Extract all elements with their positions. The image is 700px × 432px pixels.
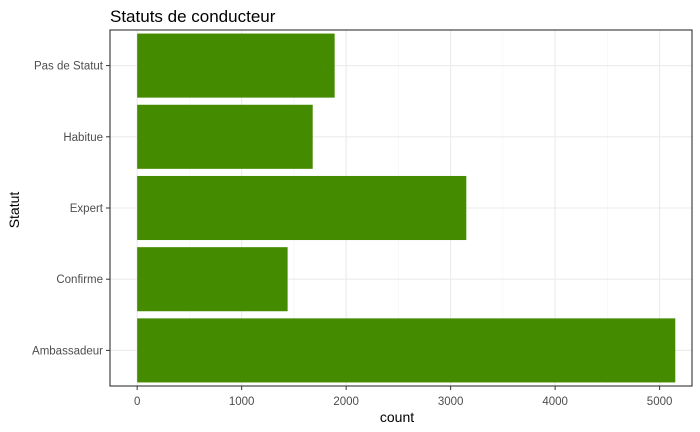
x-tick-labels: 0 1000 2000 3000 4000 5000	[134, 396, 672, 408]
chart-title: Statuts de conducteur	[110, 7, 276, 26]
bars	[137, 33, 676, 383]
x-tick-label: 5000	[647, 396, 673, 408]
y-tick-labels: Pas de Statut Habitue Expert Confirme Ambass…	[32, 61, 104, 358]
axis-ticks	[106, 65, 661, 390]
bar	[137, 175, 467, 241]
y-tick-label: Ambassadeur	[32, 345, 103, 357]
y-tick-label: Confirme	[56, 274, 103, 286]
y-tick-label: Habitue	[63, 132, 103, 144]
x-tick-label: 2000	[333, 396, 359, 408]
x-tick-label: 0	[134, 396, 140, 408]
y-tick-label: Pas de Statut	[34, 61, 104, 73]
x-axis-title: count	[380, 409, 414, 425]
bar	[137, 247, 288, 312]
y-tick-label: Expert	[70, 203, 104, 215]
x-tick-label: 4000	[542, 396, 568, 408]
bar	[137, 318, 676, 383]
x-tick-label: 3000	[438, 396, 464, 408]
x-tick-label: 1000	[229, 396, 255, 408]
bar	[137, 104, 313, 169]
y-axis-title: Statut	[6, 192, 22, 229]
bar	[137, 33, 335, 98]
